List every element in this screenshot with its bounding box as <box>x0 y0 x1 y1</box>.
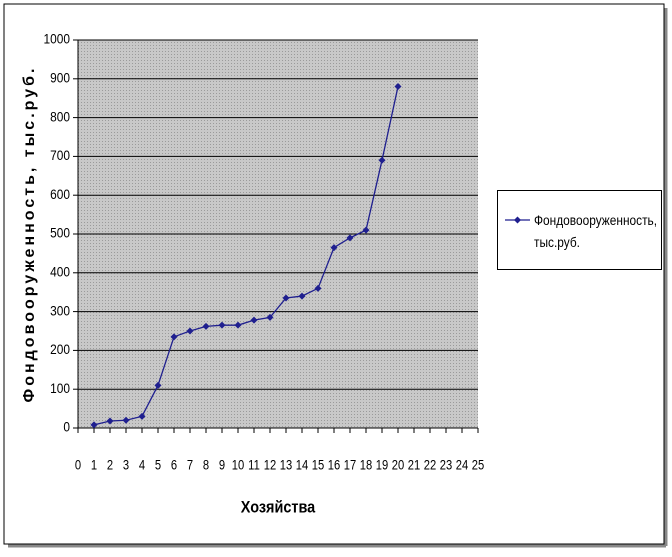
marker <box>250 316 258 324</box>
x-tick-label: 22 <box>424 458 436 473</box>
x-tick-label: 15 <box>312 458 324 473</box>
x-tick-label: 24 <box>456 458 468 473</box>
marker <box>282 294 290 302</box>
x-axis-label: Хозяйства <box>241 498 316 516</box>
y-tick-label: 400 <box>50 264 70 280</box>
x-tick-label: 6 <box>171 458 177 473</box>
y-tick-label: 900 <box>50 70 70 86</box>
x-tick-label: 17 <box>344 458 356 473</box>
marker <box>170 333 178 341</box>
x-tick-label: 3 <box>123 458 129 473</box>
y-tick-label: 0 <box>63 419 70 435</box>
marker <box>298 292 306 300</box>
marker <box>218 321 226 329</box>
y-tick-label: 100 <box>50 380 70 396</box>
y-tick-label: 500 <box>50 225 70 241</box>
marker <box>202 322 210 330</box>
y-tick-label: 600 <box>50 186 70 202</box>
marker <box>394 83 402 91</box>
marker <box>122 416 130 424</box>
x-tick-label: 11 <box>248 458 260 473</box>
x-tick-label: 14 <box>296 458 308 473</box>
marker <box>154 381 162 389</box>
x-tick-label: 25 <box>472 458 484 473</box>
x-tick-label: 1 <box>91 458 97 473</box>
marker <box>266 313 274 321</box>
series-line <box>93 86 399 426</box>
marker <box>346 234 354 242</box>
marker <box>234 321 242 329</box>
x-tick-label: 9 <box>219 458 225 473</box>
marker <box>90 421 98 429</box>
x-tick-label: 8 <box>203 458 209 473</box>
marker <box>186 327 194 335</box>
x-tick-label: 4 <box>139 458 145 473</box>
marker <box>378 156 386 164</box>
y-tick-label: 200 <box>50 341 70 357</box>
x-tick-label: 18 <box>360 458 372 473</box>
x-tick-label: 7 <box>187 458 193 473</box>
x-tick-label: 2 <box>107 458 113 473</box>
y-tick-label: 800 <box>50 108 70 124</box>
marker <box>106 417 114 425</box>
x-tick-label: 0 <box>75 458 81 473</box>
x-tick-label: 10 <box>232 458 244 473</box>
legend-label: Фондовооруженность, тыс.руб. <box>534 212 658 250</box>
x-tick-label: 21 <box>408 458 420 473</box>
y-tick-label: 700 <box>50 147 70 163</box>
marker <box>314 284 322 292</box>
x-tick-label: 16 <box>328 458 340 473</box>
x-tick-label: 19 <box>376 458 388 473</box>
x-tick-label: 12 <box>264 458 276 473</box>
y-axis-label: Фондовооруженность, тыс.руб. <box>21 66 38 403</box>
legend: Фондовооруженность, тыс.руб. <box>497 190 662 270</box>
marker <box>138 412 146 420</box>
x-tick-label: 20 <box>392 458 404 473</box>
x-tick-label: 23 <box>440 458 452 473</box>
y-tick-label: 1000 <box>44 31 70 47</box>
x-tick-label: 13 <box>280 458 292 473</box>
marker <box>362 226 370 234</box>
marker <box>330 244 338 252</box>
y-tick-label: 300 <box>50 302 70 318</box>
x-tick-label: 5 <box>155 458 161 473</box>
